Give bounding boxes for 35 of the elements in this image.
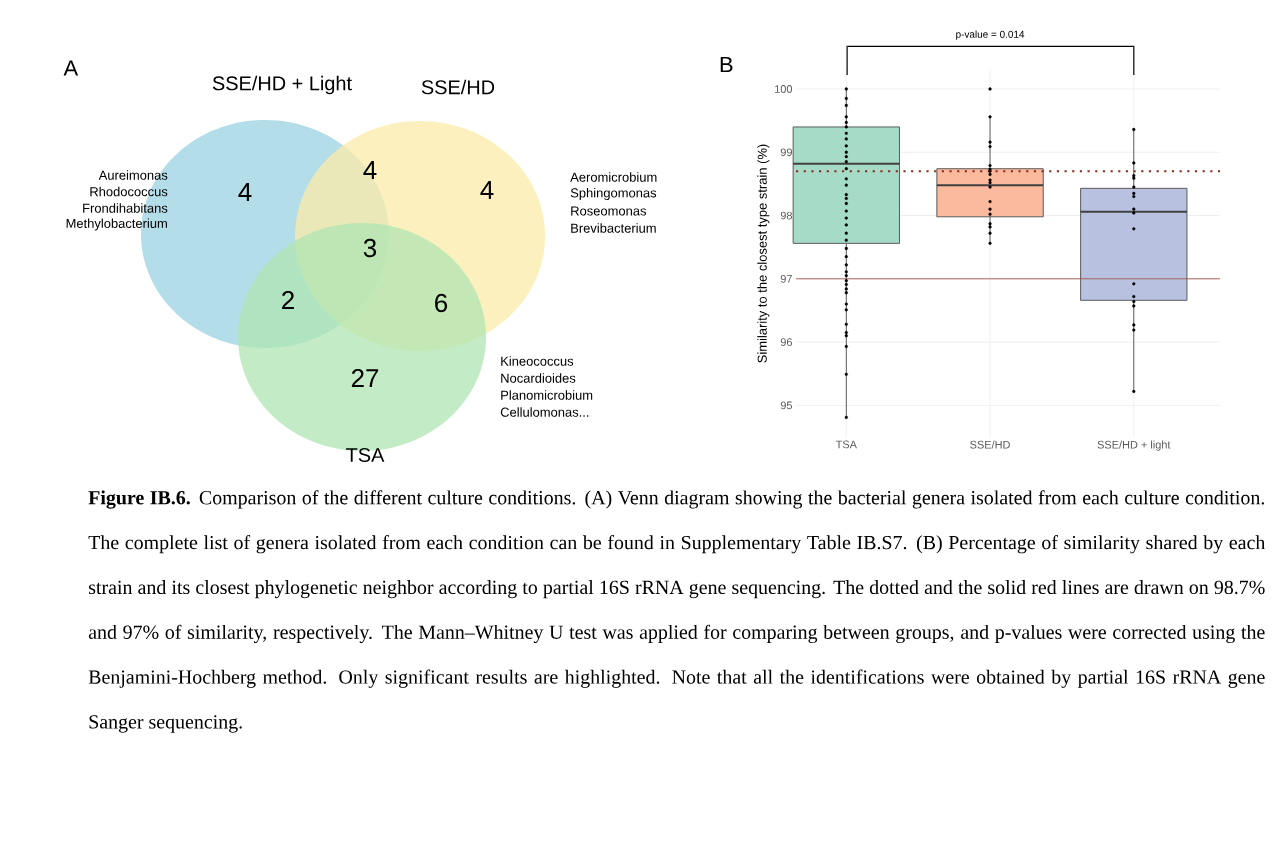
text: 4 xyxy=(238,183,252,201)
text: 6 xyxy=(435,293,448,313)
y-tick-label: 96 xyxy=(780,338,792,346)
text: Sphingomonas xyxy=(570,187,657,201)
text: Planomicrobium xyxy=(501,390,593,400)
text: Frondihabitans xyxy=(83,203,168,213)
x-tick-label: SSE/HD + light xyxy=(1097,440,1171,451)
text: Brevibacterium xyxy=(571,223,656,233)
y-tick-label: 99 xyxy=(780,148,792,157)
y-tick-label: 95 xyxy=(780,401,793,410)
text: Nocardioides xyxy=(501,373,576,383)
text: 27 xyxy=(351,368,379,388)
x-tick-label: SSE/HD xyxy=(970,440,1010,449)
text: Figure IB.6. Comparison of the different culture conditions. (A) Venn diagram showing the bacterial genera isolated from each culture condition. The complete list of genera isolated from each condition can be found in Supplementary Table IB.S7. (B) Percentage of similarity shared by each strain and its closest phylogenetic neighbor according to partial 16S rRNA gene sequencing. The dotted and the solid red lines are drawn on 98.7% and 97% of similarity, respectively. The Mann–Whitney U test was applied for comparing between groups, and p-values were corrected using the Benjamini-Hochberg method. Only significant results are highlighted. Note that all the identifications were obtained by partial 16S rRNA gene Sanger sequencing. xyxy=(88,490,1266,733)
text: Aeromicrobium xyxy=(570,172,657,182)
text: Aureimonas xyxy=(98,170,168,180)
x-tick-label: TSA xyxy=(835,440,857,449)
text: Kineococcus xyxy=(501,356,574,366)
text: 3 xyxy=(363,238,377,258)
text: 2 xyxy=(282,290,294,310)
text: Roseomonas xyxy=(571,206,647,216)
y-tick-label: 98 xyxy=(780,211,792,220)
y-tick-label: 97 xyxy=(780,274,792,283)
category-label: SSE/HD + Light xyxy=(212,75,352,95)
y-axis-title: Similarity to the closest type strain (%) xyxy=(757,144,770,363)
chart-title: B xyxy=(720,56,733,73)
text: Methylobacterium xyxy=(66,218,167,231)
text: 4 xyxy=(363,161,377,179)
category-label: SSE/HD xyxy=(421,79,495,95)
text: 4 xyxy=(480,181,494,199)
text: p-value = 0.014 xyxy=(956,30,1025,40)
text: Cellulomonas... xyxy=(500,407,589,417)
y-tick-label: 100 xyxy=(775,85,793,93)
text: A xyxy=(63,60,79,76)
text: Rhodococcus xyxy=(90,186,168,197)
